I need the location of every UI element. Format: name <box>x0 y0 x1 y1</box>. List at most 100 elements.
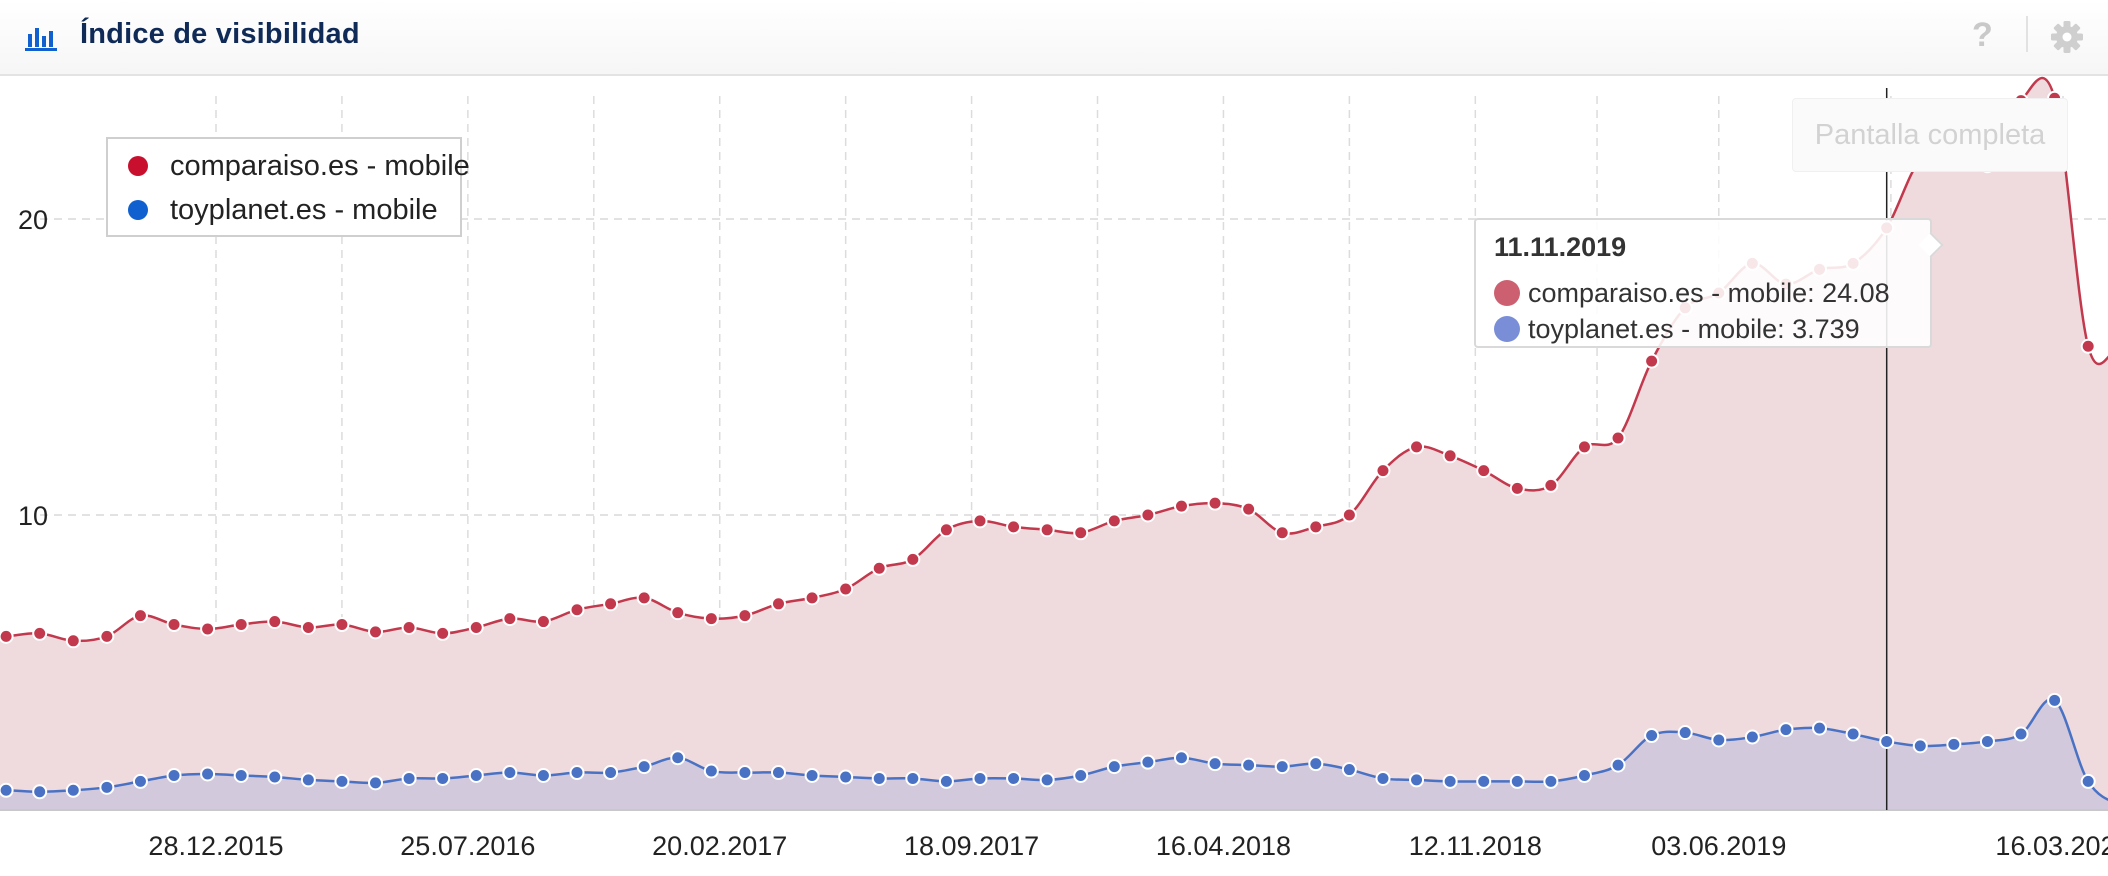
comparaiso-point <box>1476 463 1492 479</box>
toyplanet-point <box>1241 757 1257 773</box>
toyplanet-point <box>1308 756 1324 772</box>
toyplanet-point <box>1173 750 1189 766</box>
toyplanet-point <box>1979 733 1995 749</box>
toyplanet-point <box>2013 726 2029 742</box>
comparaiso-point <box>0 628 14 644</box>
tooltip-date: 11.11.2019 <box>1494 232 1627 262</box>
toyplanet-point <box>1509 773 1525 789</box>
toyplanet-point <box>1039 772 1055 788</box>
toyplanet-point <box>1610 757 1626 773</box>
chart-legend: comparaiso.es - mobile toyplanet.es - mo… <box>106 137 470 237</box>
comparaiso-point <box>502 611 518 627</box>
comparaiso-point <box>2080 338 2096 354</box>
comparaiso-point <box>1308 519 1324 535</box>
comparaiso-point <box>905 551 921 567</box>
legend-label-comparaiso: comparaiso.es - mobile <box>170 149 470 182</box>
toyplanet-point <box>368 775 384 791</box>
comparaiso-point <box>1576 439 1592 455</box>
comparaiso-point <box>435 625 451 641</box>
comparaiso-area <box>0 78 2108 810</box>
comparaiso-point <box>737 608 753 624</box>
toyplanet-point <box>569 765 585 781</box>
toyplanet-point <box>401 770 417 786</box>
toyplanet-point <box>905 770 921 786</box>
legend-item-comparaiso[interactable]: comparaiso.es - mobile <box>118 146 470 186</box>
x-tick-label: 16.03.2020 <box>1995 831 2108 861</box>
comparaiso-point <box>670 605 686 621</box>
gear-icon[interactable] <box>2050 20 2084 54</box>
comparaiso-point <box>1274 525 1290 541</box>
tooltip-row-comparaiso: comparaiso.es - mobile: 24.08 <box>1494 276 1890 310</box>
toyplanet-point <box>1409 772 1425 788</box>
widget-title: Índice de visibilidad <box>80 18 360 50</box>
comparaiso-point <box>233 617 249 633</box>
tooltip-dot-toyplanet <box>1494 316 1520 342</box>
comparaiso-point <box>1610 430 1626 446</box>
toyplanet-line <box>0 697 2108 802</box>
comparaiso-point <box>1207 495 1223 511</box>
toyplanet-point <box>871 770 887 786</box>
comparaiso-point <box>1341 507 1357 523</box>
toyplanet-point <box>1543 773 1559 789</box>
comparaiso-point <box>636 590 652 606</box>
comparaiso-point <box>703 611 719 627</box>
toyplanet-point <box>1140 754 1156 770</box>
comparaiso-point <box>65 633 81 649</box>
comparaiso-point <box>1509 480 1525 496</box>
toyplanet-point <box>603 765 619 781</box>
toyplanet-point <box>1845 726 1861 742</box>
legend-dot-toyplanet <box>128 200 148 220</box>
toyplanet-point <box>938 773 954 789</box>
fullscreen-button[interactable]: Pantalla completa <box>1792 98 2068 172</box>
comparaiso-point <box>200 621 216 637</box>
toyplanet-point <box>435 770 451 786</box>
comparaiso-point <box>166 617 182 633</box>
comparaiso-point <box>1241 501 1257 517</box>
toyplanet-point <box>166 767 182 783</box>
toyplanet-point <box>32 784 48 800</box>
question-icon[interactable]: ? <box>1972 16 1993 54</box>
toyplanet-point <box>1341 762 1357 778</box>
toyplanet-point <box>468 767 484 783</box>
bar-chart-icon <box>25 28 57 51</box>
toyplanet-point <box>200 766 216 782</box>
comparaiso-point <box>569 602 585 618</box>
comparaiso-point <box>1644 353 1660 369</box>
toyplanet-point <box>1106 759 1122 775</box>
comparaiso-point <box>1039 522 1055 538</box>
toyplanet-point <box>233 767 249 783</box>
comparaiso-point <box>1073 525 1089 541</box>
legend-label-toyplanet: toyplanet.es - mobile <box>170 193 438 226</box>
toyplanet-point <box>1946 736 1962 752</box>
comparaiso-point <box>1140 507 1156 523</box>
y-tick-label: 10 <box>18 501 48 531</box>
comparaiso-point <box>603 596 619 612</box>
toyplanet-point <box>1274 759 1290 775</box>
comparaiso-point <box>938 522 954 538</box>
comparaiso-point <box>32 625 48 641</box>
toyplanet-point <box>1812 720 1828 736</box>
toyplanet-point <box>65 782 81 798</box>
comparaiso-point <box>804 590 820 606</box>
x-tick-label: 28.12.2015 <box>148 831 283 861</box>
toyplanet-point <box>99 779 115 795</box>
toyplanet-point <box>1879 733 1895 749</box>
comparaiso-point <box>535 614 551 630</box>
toyplanet-point <box>0 782 14 798</box>
toyplanet-point <box>804 767 820 783</box>
toyplanet-point <box>267 769 283 785</box>
comparaiso-point <box>1173 498 1189 514</box>
header-divider <box>2026 16 2028 52</box>
comparaiso-point <box>300 619 316 635</box>
comparaiso-point <box>99 628 115 644</box>
comparaiso-point <box>1409 439 1425 455</box>
tooltip-dot-comparaiso <box>1494 280 1520 306</box>
legend-item-toyplanet[interactable]: toyplanet.es - mobile <box>118 190 438 230</box>
comparaiso-point <box>132 608 148 624</box>
x-tick-label: 12.11.2018 <box>1409 831 1542 861</box>
comparaiso-point <box>334 617 350 633</box>
x-tick-label: 03.06.2019 <box>1651 831 1786 861</box>
toyplanet-point <box>300 772 316 788</box>
toyplanet-point <box>2047 692 2063 708</box>
x-tick-label: 20.02.2017 <box>652 831 787 861</box>
